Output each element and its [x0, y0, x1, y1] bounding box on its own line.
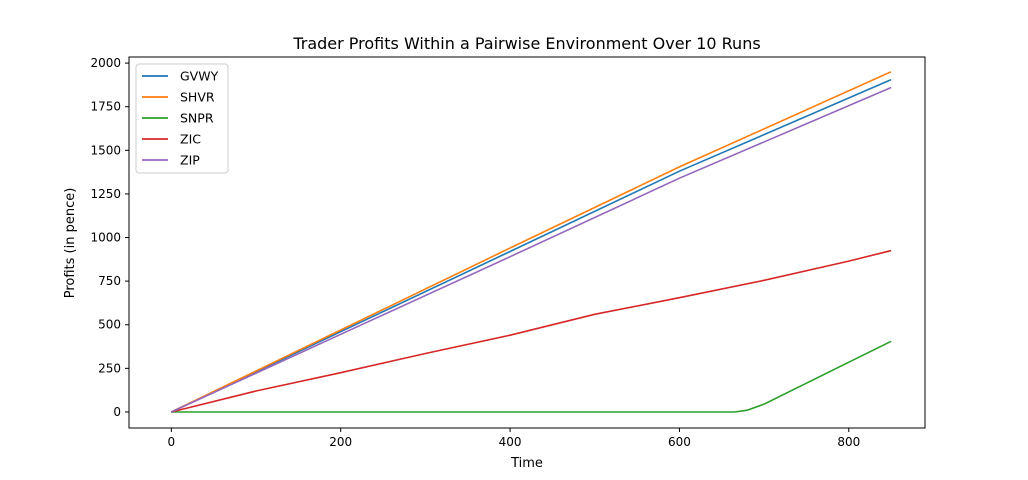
- y-axis-label: Profits (in pence): [63, 188, 78, 299]
- x-tick-label-200: 200: [329, 435, 352, 449]
- y-tick-label-750: 750: [98, 274, 121, 288]
- legend-label-gvwy: GVWY: [180, 69, 219, 84]
- x-tick-label-800: 800: [837, 435, 860, 449]
- y-tick-label-0: 0: [113, 405, 121, 419]
- series-line-zip: [170, 86, 892, 413]
- series-line-shvr: [170, 71, 892, 413]
- legend-box: [135, 63, 229, 174]
- series-line-zic: [171, 249, 892, 413]
- legend-label-snpr: SNPR: [180, 111, 214, 126]
- x-axis-label: Time: [510, 456, 543, 471]
- legend: GVWY SHVR SNPR ZIC ZIP: [135, 63, 229, 174]
- y-tick-label-1000: 1000: [90, 231, 121, 245]
- legend-label-zic: ZIC: [180, 132, 201, 147]
- y-tick-label-1750: 1750: [90, 100, 121, 114]
- y-tick-label-500: 500: [98, 318, 121, 332]
- y-tick-label-250: 250: [98, 361, 121, 375]
- x-tick-label-400: 400: [499, 435, 522, 449]
- y-tick-label-1250: 1250: [90, 187, 121, 201]
- legend-label-zip: ZIP: [180, 153, 200, 168]
- chart-title: Trader Profits Within a Pairwise Environ…: [292, 34, 760, 53]
- axes-frame: [128, 56, 926, 429]
- plot-area: 0 200 400 600 800 0 250 500 750 1000 1250 1500 1750 2…: [90, 56, 926, 449]
- series-line-snpr: [171, 340, 892, 413]
- legend-label-shvr: SHVR: [180, 90, 215, 105]
- series-line-gvwy: [170, 78, 892, 413]
- x-tick-label-600: 600: [668, 435, 691, 449]
- x-tick-label-0: 0: [168, 435, 176, 449]
- y-tick-label-2000: 2000: [90, 56, 121, 70]
- y-tick-label-1500: 1500: [90, 143, 121, 157]
